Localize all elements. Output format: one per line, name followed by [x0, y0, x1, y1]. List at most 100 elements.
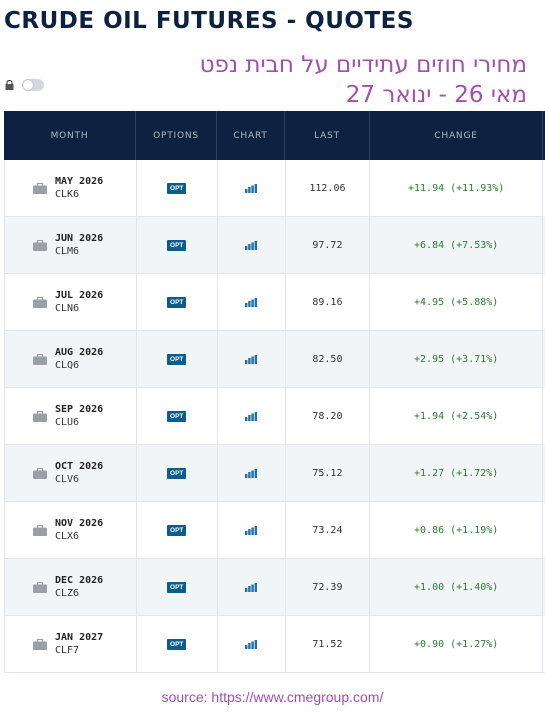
options-cell: OPT	[137, 217, 218, 273]
opt-button[interactable]: OPT	[167, 524, 187, 536]
price-change: +1.27 (+1.72%)	[370, 445, 543, 501]
last-price: 75.12	[286, 445, 371, 501]
contract-code: CLK6	[55, 189, 80, 200]
month-cell: OCT 2026 CLV6	[5, 445, 137, 501]
briefcase-icon	[33, 467, 47, 479]
price-change: +0.86 (+1.19%)	[370, 502, 543, 558]
price-change: +11.94 (+11.93%)	[370, 160, 543, 216]
table-row: DEC 2026 CLZ6 OPT 72.39 +1.00 (+1.40%)	[4, 559, 545, 616]
briefcase-icon	[33, 182, 47, 194]
bar-chart-icon[interactable]	[245, 468, 258, 478]
table-row: OCT 2026 CLV6 OPT 75.12 +1.27 (+1.72%)	[4, 445, 545, 502]
contract-month[interactable]: AUG 2026	[55, 347, 104, 358]
options-cell: OPT	[137, 502, 218, 558]
bar-chart-icon[interactable]	[245, 411, 258, 421]
bar-chart-icon[interactable]	[245, 183, 258, 193]
table-body: MAY 2026 CLK6 OPT 112.06 +11.94 (+11.93%…	[4, 160, 545, 673]
hebrew-caption-line-2: מאי 26 - ינואר 27	[345, 82, 527, 108]
header-last[interactable]: LAST	[285, 111, 370, 160]
options-cell: OPT	[137, 616, 218, 672]
price-change: +1.94 (+2.54%)	[370, 388, 543, 444]
price-change: +0.90 (+1.27%)	[370, 616, 543, 672]
table-row: NOV 2026 CLX6 OPT 73.24 +0.86 (+1.19%)	[4, 502, 545, 559]
opt-button[interactable]: OPT	[167, 581, 187, 593]
opt-button[interactable]: OPT	[167, 182, 187, 194]
last-price: 82.50	[286, 331, 371, 387]
contract-code: CLU6	[55, 417, 80, 428]
month-cell: JUN 2026 CLM6	[5, 217, 137, 273]
chart-cell	[218, 160, 286, 216]
opt-button[interactable]: OPT	[167, 467, 187, 479]
chart-cell	[218, 274, 286, 330]
table-row: AUG 2026 CLQ6 OPT 82.50 +2.95 (+3.71%)	[4, 331, 545, 388]
price-change: +1.00 (+1.40%)	[370, 559, 543, 615]
table-row: JUL 2026 CLN6 OPT 89.16 +4.95 (+5.88%)	[4, 274, 545, 331]
contract-code: CLM6	[55, 246, 80, 257]
contract-month[interactable]: OCT 2026	[55, 461, 104, 472]
header-chart: CHART	[217, 111, 285, 160]
bar-chart-icon[interactable]	[245, 582, 258, 592]
contract-code: CLQ6	[55, 360, 80, 371]
last-price: 78.20	[286, 388, 371, 444]
options-cell: OPT	[137, 388, 218, 444]
contract-code: CLV6	[55, 474, 80, 485]
table-row: SEP 2026 CLU6 OPT 78.20 +1.94 (+2.54%)	[4, 388, 545, 445]
briefcase-icon	[33, 581, 47, 593]
options-cell: OPT	[137, 274, 218, 330]
contract-code: CLX6	[55, 531, 80, 542]
options-cell: OPT	[137, 160, 218, 216]
quotes-table: MONTH OPTIONS CHART LAST CHANGE MAY 2026…	[4, 111, 545, 688]
opt-button[interactable]: OPT	[167, 410, 187, 422]
briefcase-icon	[33, 410, 47, 422]
briefcase-icon	[33, 524, 47, 536]
bar-chart-icon[interactable]	[245, 525, 258, 535]
last-price: 71.52	[286, 616, 371, 672]
briefcase-icon	[33, 353, 47, 365]
briefcase-icon	[33, 638, 47, 650]
briefcase-icon	[33, 296, 47, 308]
chart-cell	[218, 388, 286, 444]
header-change[interactable]: CHANGE	[370, 111, 543, 160]
month-cell: MAY 2026 CLK6	[5, 160, 137, 216]
month-cell: JAN 2027 CLF7	[5, 616, 137, 672]
opt-button[interactable]: OPT	[167, 239, 187, 251]
hebrew-caption-line-1: מחירי חוזים עתידיים על חבית נפט	[199, 52, 527, 78]
chart-cell	[218, 502, 286, 558]
month-cell: AUG 2026 CLQ6	[5, 331, 137, 387]
bar-chart-icon[interactable]	[245, 639, 258, 649]
table-row: JUN 2026 CLM6 OPT 97.72 +6.84 (+7.53%)	[4, 217, 545, 274]
last-price: 97.72	[286, 217, 371, 273]
bar-chart-icon[interactable]	[245, 297, 258, 307]
source-caption: source: https://www.cmegroup.com/	[161, 689, 384, 705]
last-price: 89.16	[286, 274, 371, 330]
options-cell: OPT	[137, 331, 218, 387]
header-options: OPTIONS	[136, 111, 217, 160]
opt-button[interactable]: OPT	[167, 296, 187, 308]
chart-cell	[218, 445, 286, 501]
table-row: JAN 2027 CLF7 OPT 71.52 +0.90 (+1.27%)	[4, 616, 545, 673]
options-cell: OPT	[137, 559, 218, 615]
contract-code: CLN6	[55, 303, 80, 314]
toggle-switch[interactable]	[22, 79, 44, 91]
price-change: +4.95 (+5.88%)	[370, 274, 543, 330]
bar-chart-icon[interactable]	[245, 240, 258, 250]
month-cell: DEC 2026 CLZ6	[5, 559, 137, 615]
contract-code: CLZ6	[55, 588, 80, 599]
bar-chart-icon[interactable]	[245, 354, 258, 364]
month-cell: NOV 2026 CLX6	[5, 502, 137, 558]
contract-month[interactable]: JUN 2026	[55, 233, 104, 244]
contract-month[interactable]: DEC 2026	[55, 575, 104, 586]
chart-cell	[218, 331, 286, 387]
toggle-knob	[23, 80, 33, 90]
chart-cell	[218, 559, 286, 615]
opt-button[interactable]: OPT	[167, 353, 187, 365]
contract-month[interactable]: MAY 2026	[55, 176, 104, 187]
last-price: 73.24	[286, 502, 371, 558]
contract-month[interactable]: JUL 2026	[55, 290, 104, 301]
table-row: MAY 2026 CLK6 OPT 112.06 +11.94 (+11.93%…	[4, 160, 545, 217]
contract-month[interactable]: JAN 2027	[55, 632, 104, 643]
contract-month[interactable]: NOV 2026	[55, 518, 104, 529]
contract-month[interactable]: SEP 2026	[55, 404, 104, 415]
header-month[interactable]: MONTH	[4, 111, 136, 160]
opt-button[interactable]: OPT	[167, 638, 187, 650]
